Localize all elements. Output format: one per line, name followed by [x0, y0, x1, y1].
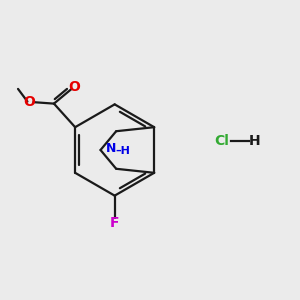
Text: Cl: Cl [215, 134, 230, 148]
Text: O: O [23, 94, 35, 109]
Text: F: F [110, 216, 119, 230]
Text: O: O [69, 80, 80, 94]
Text: N: N [106, 142, 116, 155]
Text: –H: –H [115, 146, 130, 156]
Text: H: H [249, 134, 260, 148]
